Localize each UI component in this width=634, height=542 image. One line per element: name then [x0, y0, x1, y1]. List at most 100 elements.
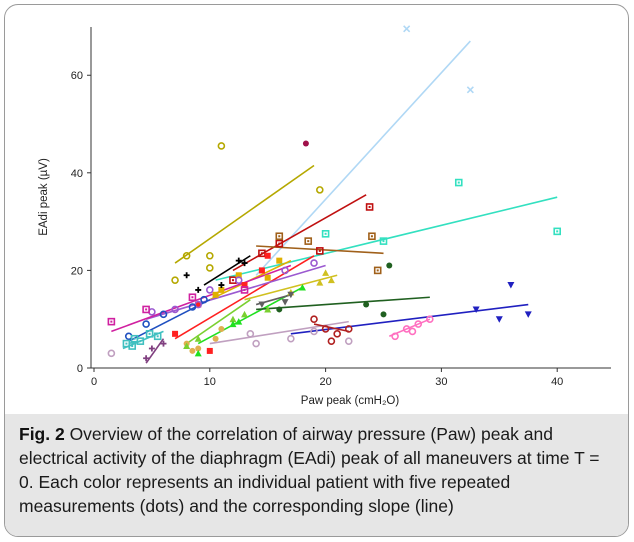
data-point [316, 247, 324, 255]
data-point [454, 178, 463, 187]
data-point [128, 342, 137, 350]
data-point [218, 286, 225, 293]
data-point [107, 349, 116, 358]
data-point [264, 305, 272, 313]
data-point [276, 306, 283, 313]
slope-line [244, 274, 338, 301]
data-point [264, 274, 271, 281]
data-point [183, 342, 191, 350]
data-point [234, 276, 243, 284]
data-point [264, 252, 271, 259]
data-point [183, 272, 190, 279]
data-point [235, 318, 243, 325]
data-point [466, 86, 474, 94]
data-point [241, 260, 248, 267]
data-point [310, 315, 318, 324]
data-point [171, 305, 179, 314]
data-point [414, 320, 423, 328]
data-point [206, 286, 214, 294]
data-point [310, 327, 318, 336]
data-point [302, 140, 309, 147]
slope-line [232, 194, 367, 272]
data-point [246, 330, 255, 338]
data-point [281, 266, 289, 275]
data-point [206, 347, 213, 354]
slope-line [290, 303, 529, 335]
data-point [298, 283, 306, 291]
data-point [304, 237, 313, 245]
data-point [380, 311, 387, 318]
y-tick-label: 40 [71, 168, 83, 180]
y-axis-ticks: 0 20 40 60 [71, 70, 91, 375]
data-point [171, 276, 179, 284]
scatter-chart: 0 20 40 60 0 10 20 30 40 Paw peak (cmH₂O) EAdi … [38, 25, 611, 407]
data-points [107, 25, 562, 362]
data-point [322, 269, 330, 276]
data-point [145, 330, 154, 338]
data-point [172, 330, 179, 337]
y-tick-label: 20 [71, 265, 83, 277]
x-tick-label: 0 [91, 376, 97, 388]
data-point [426, 315, 434, 324]
data-point [206, 264, 214, 272]
y-tick-label: 60 [71, 70, 83, 82]
data-point [373, 266, 382, 275]
data-point [235, 272, 242, 279]
x-tick-label: 20 [319, 376, 331, 388]
data-point [195, 301, 202, 308]
data-point [195, 286, 202, 293]
data-point [287, 291, 295, 299]
slope-line [174, 164, 315, 264]
data-point [148, 345, 155, 352]
data-point [217, 142, 226, 150]
data-point [194, 335, 202, 342]
data-point [212, 291, 219, 298]
data-point [258, 267, 265, 274]
x-tick-label: 30 [435, 376, 447, 388]
caption-text: Overview of the correlation of airway pr… [19, 424, 600, 516]
x-tick-label: 10 [204, 376, 216, 388]
data-point [182, 251, 191, 260]
data-point [235, 257, 242, 264]
data-point [153, 332, 162, 341]
data-point [107, 317, 116, 326]
data-point [194, 349, 202, 357]
x-tick-label: 40 [551, 376, 563, 388]
data-point [189, 347, 196, 354]
data-point [327, 337, 336, 345]
slope-line [203, 255, 251, 286]
slope-line [255, 40, 471, 276]
data-point [391, 332, 399, 341]
data-point [195, 345, 202, 352]
slope-lines [111, 40, 558, 364]
data-point [218, 325, 225, 332]
data-point [333, 330, 341, 338]
figure-caption: Fig. 2 Overview of the correlation of ai… [5, 414, 628, 536]
data-point [495, 316, 503, 323]
data-point [188, 303, 197, 311]
data-point [275, 239, 284, 248]
data-point [136, 337, 145, 345]
data-point [229, 315, 237, 323]
data-point [553, 227, 562, 236]
data-point [206, 251, 214, 260]
data-point [200, 295, 208, 304]
data-point [316, 186, 324, 194]
data-point [408, 327, 417, 336]
x-axis-title: Paw peak (cmH₂O) [301, 395, 400, 407]
data-point [142, 305, 150, 314]
data-point [379, 237, 388, 245]
data-point [524, 311, 532, 318]
data-point [281, 299, 289, 306]
slope-line [186, 299, 251, 345]
data-point [344, 337, 353, 345]
slope-line [145, 264, 326, 320]
data-point [507, 282, 515, 289]
data-point [252, 339, 260, 348]
data-point [403, 25, 411, 33]
data-point [188, 293, 197, 302]
data-point [275, 232, 284, 241]
data-point [321, 230, 330, 238]
data-point [218, 282, 225, 289]
data-point [310, 259, 318, 267]
